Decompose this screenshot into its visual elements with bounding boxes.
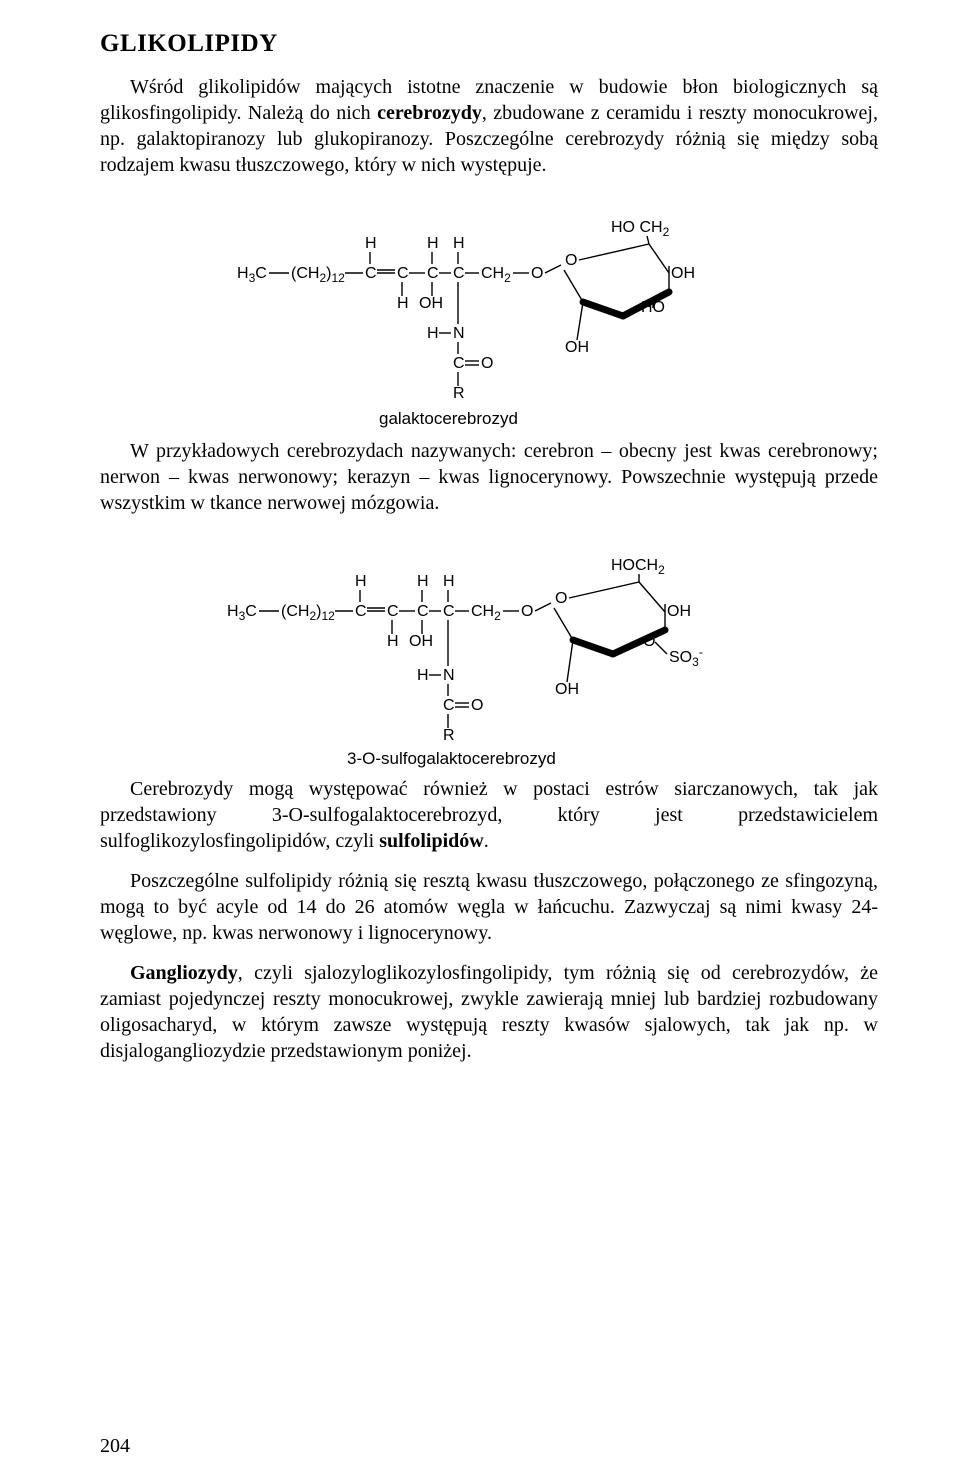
paragraph-3: Cerebrozydy mogą występować również w po… [100, 776, 878, 854]
svg-text:H: H [443, 573, 455, 590]
svg-text:HO CH2: HO CH2 [611, 219, 670, 239]
svg-text:O: O [565, 252, 577, 269]
svg-text:OH: OH [565, 339, 589, 356]
paragraph-5: Gangliozydy, czyli sjalozyloglikozylosfi… [100, 960, 878, 1064]
svg-text:OH: OH [419, 295, 443, 312]
svg-text:CH2: CH2 [471, 603, 501, 623]
p3-pre: Cerebrozydy mogą występować również w po… [100, 778, 878, 852]
paragraph-1: Wśród glikolipidów mających istotne znac… [100, 74, 878, 178]
svg-text:H: H [427, 235, 439, 252]
paragraph-2: W przykładowych cerebrozydach nazywanych… [100, 438, 878, 516]
svg-text:HOCH2: HOCH2 [611, 557, 665, 577]
svg-text:H: H [397, 295, 409, 312]
svg-text:H: H [453, 235, 465, 252]
svg-text:C: C [453, 355, 465, 372]
svg-text:O: O [531, 265, 543, 282]
svg-text:C: C [453, 265, 465, 282]
svg-text:C: C [365, 265, 377, 282]
svg-text:O: O [471, 697, 483, 714]
p3-post: . [484, 830, 489, 852]
svg-text:CH2: CH2 [481, 265, 511, 285]
svg-text:C: C [397, 265, 409, 282]
svg-text:R: R [443, 727, 455, 744]
svg-text:H: H [417, 667, 429, 684]
svg-text:C: C [443, 603, 455, 620]
svg-text:OH: OH [671, 265, 695, 282]
page-number: 204 [100, 1435, 130, 1458]
p5-bold: Gangliozydy [130, 962, 238, 984]
svg-text:OH: OH [409, 633, 433, 650]
page-title: GLIKOLIPIDY [100, 30, 878, 58]
figure-2: H3C (CH2)12 H H H C C C C CH2 O H OH H N… [100, 530, 878, 770]
svg-text:H3C: H3C [237, 265, 267, 285]
p1-bold: cerebrozydy [377, 102, 482, 124]
paragraph-4: Poszczególne sulfolipidy różnią się resz… [100, 868, 878, 946]
svg-text:O: O [481, 355, 493, 372]
svg-text:C: C [417, 603, 429, 620]
figure-1-svg: H3C (CH2)12 H H H C C C C CH2 O H OH [229, 192, 749, 432]
svg-text:(CH2)12: (CH2)12 [291, 265, 345, 285]
svg-text:SO3-: SO3- [669, 645, 703, 669]
svg-text:C: C [387, 603, 399, 620]
figure-2-caption: 3-O-sulfogalaktocerebrozyd [347, 749, 556, 768]
page-container: GLIKOLIPIDY Wśród glikolipidów mających … [0, 0, 960, 1482]
svg-text:C: C [427, 265, 439, 282]
svg-text:OH: OH [667, 603, 691, 620]
figure-2-svg: H3C (CH2)12 H H H C C C C CH2 O H OH H N… [219, 530, 759, 770]
svg-text:H: H [387, 633, 399, 650]
svg-text:O: O [521, 603, 533, 620]
svg-text:H3C: H3C [227, 603, 257, 623]
svg-text:O: O [555, 590, 567, 607]
svg-text:H: H [365, 235, 377, 252]
svg-text:C: C [355, 603, 367, 620]
figure-1-caption: galaktocerebrozyd [379, 409, 518, 428]
svg-text:OH: OH [555, 681, 579, 698]
svg-text:H: H [355, 573, 367, 590]
svg-text:R: R [453, 385, 465, 402]
svg-text:C: C [443, 697, 455, 714]
figure-1: H3C (CH2)12 H H H C C C C CH2 O H OH [100, 192, 878, 432]
svg-text:N: N [443, 667, 455, 684]
svg-text:H: H [417, 573, 429, 590]
svg-text:(CH2)12: (CH2)12 [281, 603, 335, 623]
p3-bold: sulfolipidów [379, 830, 483, 852]
svg-text:H: H [427, 325, 439, 342]
svg-text:N: N [453, 325, 465, 342]
